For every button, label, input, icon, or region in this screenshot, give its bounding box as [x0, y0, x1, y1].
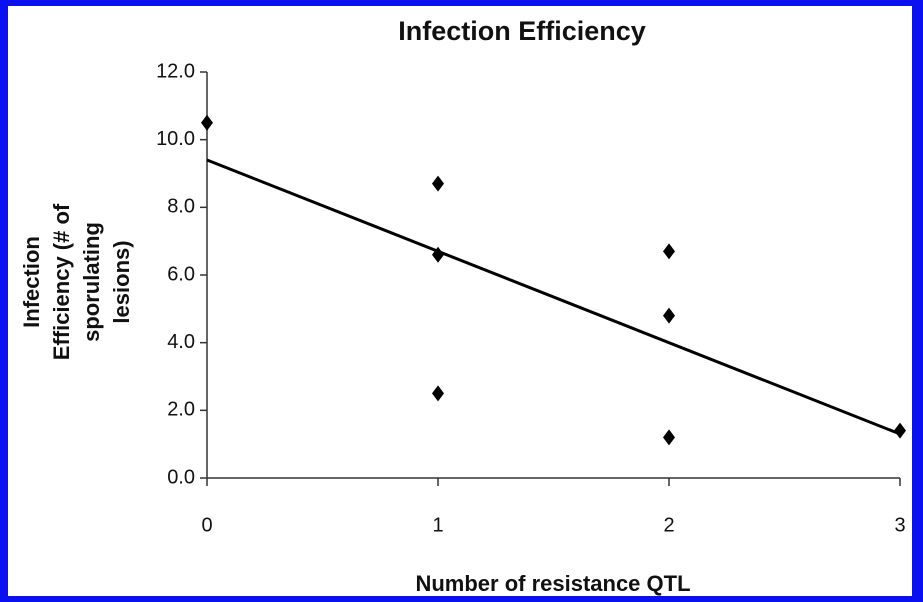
- y-tick-label: 4.0: [167, 331, 195, 353]
- chart-title: Infection Efficiency: [398, 16, 646, 46]
- data-point: [432, 175, 444, 192]
- data-point: [663, 243, 675, 260]
- data-point: [894, 422, 906, 439]
- y-tick-label: 2.0: [167, 399, 195, 421]
- y-tick-label: 10.0: [156, 128, 195, 150]
- y-tick-label: 8.0: [167, 196, 195, 218]
- data-point: [432, 385, 444, 402]
- y-tick-label: 6.0: [167, 263, 195, 285]
- y-axis-title: Infection: [19, 236, 44, 328]
- data-point: [201, 114, 213, 131]
- x-tick-label: 2: [663, 514, 674, 536]
- x-axis-title: Number of resistance QTL: [415, 571, 690, 596]
- trendline: [206, 158, 901, 436]
- y-axis-title: Efficiency (# of: [49, 203, 74, 360]
- y-tick-label: 0.0: [167, 466, 195, 488]
- x-tick-label: 1: [432, 514, 443, 536]
- data-point: [663, 429, 675, 446]
- x-tick-label: 0: [201, 514, 212, 536]
- y-axis-title: sporulating: [79, 222, 104, 342]
- chart-background: [8, 6, 912, 596]
- data-point: [663, 307, 675, 324]
- data-point: [432, 246, 444, 263]
- y-tick-label: 12.0: [156, 60, 195, 82]
- y-axis-title: lesions): [109, 240, 134, 323]
- x-tick-label: 3: [894, 514, 905, 536]
